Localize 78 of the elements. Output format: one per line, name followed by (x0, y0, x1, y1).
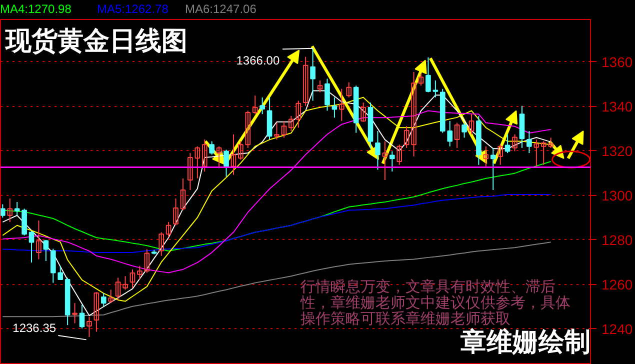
candlestick (404, 126, 410, 148)
candlestick (173, 198, 178, 226)
candlestick (526, 130, 532, 154)
candlestick (346, 82, 352, 98)
candlestick (108, 289, 114, 304)
y-tick-label: 1340 (602, 98, 633, 114)
annotation: 章维姗绘制 (460, 328, 590, 356)
chart-title: 现货黄金日线图 (4, 26, 188, 56)
candlestick (447, 120, 453, 147)
candlestick (230, 134, 236, 176)
annotation: 操作策略可联系章维姗老师获取 (300, 310, 510, 328)
candlestick (296, 100, 302, 128)
candlestick (260, 96, 265, 115)
candlestick (245, 110, 251, 148)
candlestick (396, 144, 402, 166)
candlestick (137, 265, 142, 280)
annotation: 行情瞬息万变，文章具有时效性、滞后 (300, 278, 556, 296)
candlestick (317, 80, 323, 93)
candlestick (122, 276, 128, 290)
annotation: 性，章维姗老师文中建议仅供参考，具体 (300, 294, 570, 312)
candlestick (216, 146, 222, 169)
y-tick-label: 1280 (602, 232, 633, 248)
candlestick (432, 80, 438, 98)
candlestick (324, 78, 330, 112)
y-tick-label: 1320 (602, 142, 633, 159)
y-tick-label: 1360 (602, 54, 633, 70)
candlestick (72, 302, 78, 324)
candlestick (115, 277, 121, 300)
candlestick (418, 73, 424, 86)
text: MA5:1262.78 (97, 1, 168, 18)
candlestick (130, 268, 136, 288)
candlestick (202, 138, 208, 172)
y-tick-label: 1300 (602, 187, 633, 204)
candlestick (504, 134, 510, 154)
candlestick (209, 140, 214, 156)
annotation: 1366.00 (236, 54, 280, 68)
candlestick (382, 140, 388, 180)
candlestick (180, 178, 186, 211)
candlestick (490, 147, 496, 190)
candlestick (281, 120, 287, 138)
candlestick (238, 140, 244, 160)
candlestick (158, 232, 164, 256)
candlestick (534, 138, 540, 167)
y-tick-label: 1260 (602, 276, 633, 292)
candlestick (28, 230, 34, 264)
candlestick (468, 114, 474, 135)
candlestick (7, 198, 13, 223)
candlestick (43, 239, 49, 262)
candlestick (252, 95, 258, 115)
candlestick (411, 72, 416, 157)
candlestick (426, 56, 431, 93)
candlestick (224, 149, 229, 178)
candlestick (375, 130, 380, 170)
text: MA4:1270.98 (0, 1, 72, 18)
text: MA6:1247.06 (185, 1, 256, 18)
y-tick-label: 1240 (602, 320, 633, 337)
candlestick (94, 292, 100, 332)
candlestick (0, 204, 6, 218)
candlestick (274, 122, 280, 140)
candlestick (332, 96, 338, 118)
candlestick (462, 122, 467, 138)
candlestick (454, 122, 460, 148)
candlestick (302, 56, 308, 106)
candlestick (166, 222, 172, 238)
candlestick (100, 292, 106, 307)
candlestick (288, 115, 294, 132)
candlestick (483, 146, 489, 167)
candlestick (144, 248, 150, 274)
candlestick (389, 150, 395, 172)
candlestick (36, 220, 42, 260)
candlestick (512, 134, 518, 152)
candlestick (86, 316, 92, 338)
candlestick (79, 304, 85, 329)
annotation: 1236.35 (12, 320, 56, 335)
candlestick (310, 48, 316, 102)
candlestick (360, 102, 366, 122)
candlestick (339, 88, 344, 122)
candlestick (498, 144, 504, 166)
